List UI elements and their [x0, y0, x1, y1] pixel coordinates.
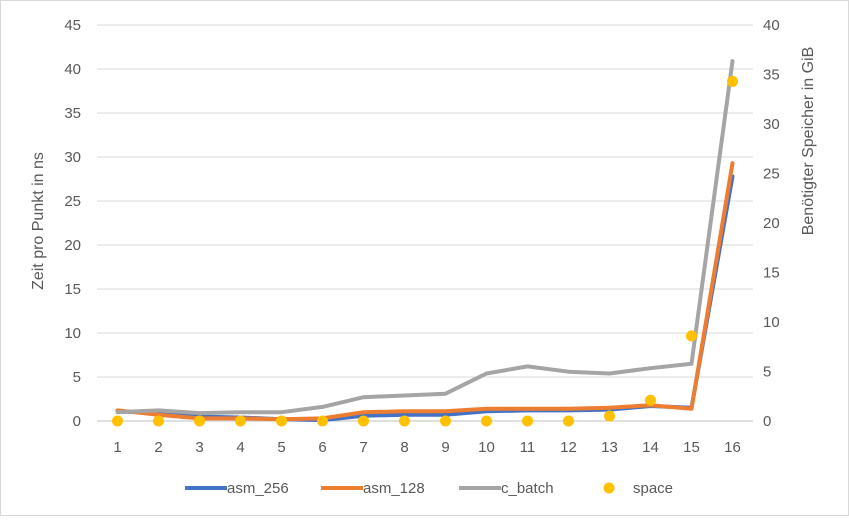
x-tick-label: 7 — [359, 439, 367, 456]
y2-tick-label: 30 — [763, 116, 780, 133]
x-tick-label: 10 — [478, 439, 495, 456]
data-point-space — [358, 415, 369, 427]
left-axis-ticks: 0 5 10 15 20 25 30 35 40 45 — [64, 17, 81, 430]
y2-tick-label: 0 — [763, 413, 771, 430]
data-point-space — [563, 415, 574, 427]
right-axis-ticks: 0 5 10 15 20 25 30 35 40 — [763, 17, 780, 430]
x-tick-label: 16 — [724, 439, 741, 456]
series-line-asm-256 — [115, 174, 735, 423]
series-line-c-batch — [115, 59, 735, 416]
legend-label-asm-256: asm_256 — [227, 480, 289, 497]
y2-tick-label: 15 — [763, 265, 780, 282]
x-tick-label: 9 — [441, 439, 449, 456]
y2-tick-label: 5 — [763, 364, 771, 381]
y-tick-label: 35 — [64, 105, 81, 122]
data-point-space — [727, 75, 738, 87]
y2-tick-label: 25 — [763, 166, 780, 183]
y2-tick-label: 35 — [763, 67, 780, 84]
gridlines — [97, 24, 753, 422]
data-point-space — [399, 415, 410, 427]
x-tick-label: 3 — [195, 439, 203, 456]
data-point-space — [276, 415, 287, 427]
y2-tick-label: 20 — [763, 215, 780, 232]
data-point-space — [153, 415, 164, 427]
legend-label-c-batch: c_batch — [501, 480, 554, 497]
x-tick-label: 2 — [154, 439, 162, 456]
data-point-space — [645, 394, 656, 406]
y-tick-label: 40 — [64, 61, 81, 78]
x-tick-label: 8 — [400, 439, 408, 456]
y-tick-label: 10 — [64, 325, 81, 342]
y-tick-label: 15 — [64, 281, 81, 298]
y2-tick-label: 40 — [763, 17, 780, 34]
x-tick-label: 13 — [601, 439, 618, 456]
data-point-space — [194, 415, 205, 427]
x-tick-label: 6 — [318, 439, 326, 456]
x-tick-label: 1 — [113, 439, 121, 456]
y-tick-label: 0 — [73, 413, 81, 430]
data-point-space — [440, 415, 451, 427]
x-tick-label: 12 — [560, 439, 577, 456]
y-tick-label: 20 — [64, 237, 81, 254]
legend: asm_256 asm_128 c_batch space — [185, 480, 673, 497]
y-tick-label: 45 — [64, 17, 81, 34]
x-tick-label: 4 — [236, 439, 244, 456]
data-point-space — [522, 415, 533, 427]
y-tick-label: 25 — [64, 193, 81, 210]
series-line-asm-128 — [115, 161, 735, 422]
data-point-space — [112, 415, 123, 427]
y2-tick-label: 10 — [763, 314, 780, 331]
x-tick-label: 5 — [277, 439, 285, 456]
data-point-space — [235, 415, 246, 427]
y-tick-label: 5 — [73, 369, 81, 386]
x-tick-label: 11 — [520, 439, 536, 456]
legend-label-space: space — [633, 480, 673, 497]
y-axis-title: Zeit pro Punkt in ns — [30, 152, 47, 290]
data-point-space — [481, 415, 492, 427]
x-tick-label: 14 — [642, 439, 659, 456]
data-point-space — [317, 415, 328, 427]
x-axis-ticks: 1 2 3 4 5 6 7 8 9 10 11 12 13 14 15 16 — [113, 439, 741, 456]
y-tick-label: 30 — [64, 149, 81, 166]
y2-axis-title: Benötigter Speicher in GiB — [800, 47, 817, 236]
x-tick-label: 15 — [683, 439, 700, 456]
legend-swatch-space — [603, 482, 615, 494]
series-layer — [112, 59, 738, 427]
legend-label-asm-128: asm_128 — [363, 480, 425, 497]
data-point-space — [604, 410, 615, 422]
data-point-space — [686, 330, 697, 342]
